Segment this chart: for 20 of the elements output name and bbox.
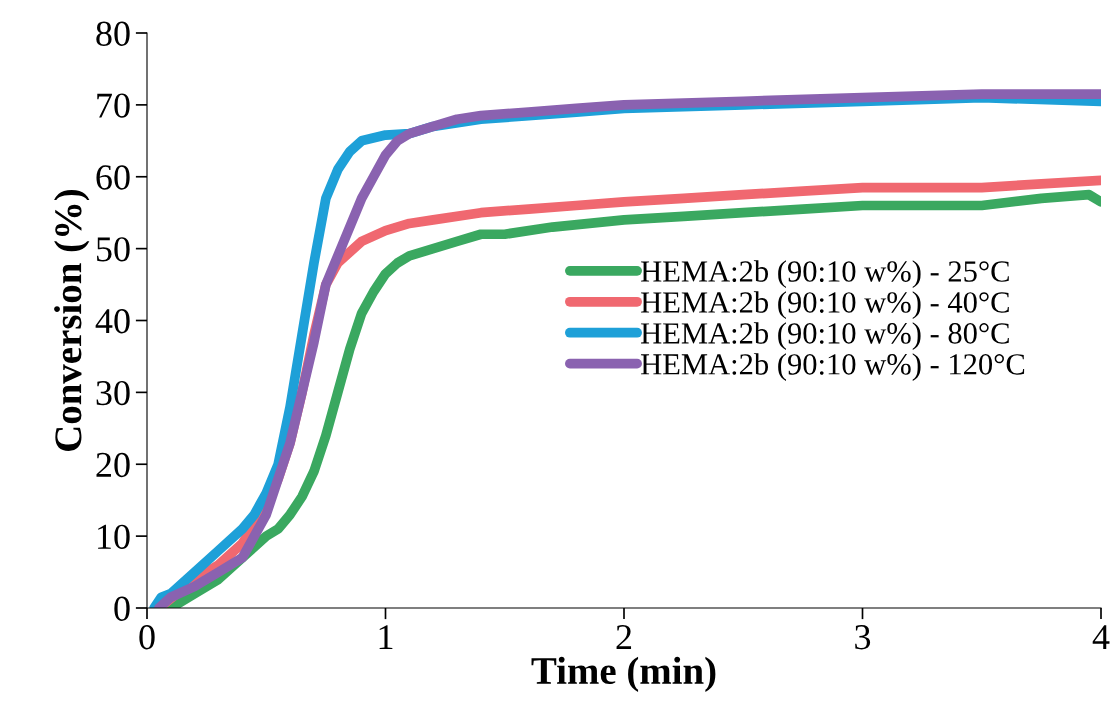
x-tick-label: 2 <box>616 625 632 650</box>
legend-label: HEMA:2b (90:10 w%) - 120°C <box>641 353 1025 381</box>
y-tick-label: 70 <box>97 93 130 118</box>
y-tick-label: 10 <box>98 524 130 550</box>
y-tick-label: 60 <box>96 165 130 190</box>
y-tick-label: 80 <box>96 21 130 46</box>
legend-label: HEMA:2b (90:10 w%) - 40°C <box>641 291 1009 319</box>
x-tick-label: 0 <box>139 625 155 650</box>
y-tick-label: 50 <box>97 237 130 262</box>
y-tick-label: 0 <box>114 596 130 621</box>
x-tick-label: 1 <box>379 625 393 650</box>
y-tick-label: 30 <box>96 380 130 406</box>
legend-label: HEMA:2b (90:10 w%) - 80°C <box>641 322 1009 350</box>
y-tick-label: 40 <box>95 309 130 334</box>
y-axis-title: Conversion (%) <box>54 189 90 451</box>
x-axis-title: Time (min) <box>531 656 716 692</box>
y-tick-label: 20 <box>96 452 130 478</box>
x-tick-label: 4 <box>1092 625 1110 650</box>
legend-label: HEMA:2b (90:10 w%) - 25°C <box>641 260 1009 289</box>
x-tick-label: 3 <box>855 625 871 650</box>
